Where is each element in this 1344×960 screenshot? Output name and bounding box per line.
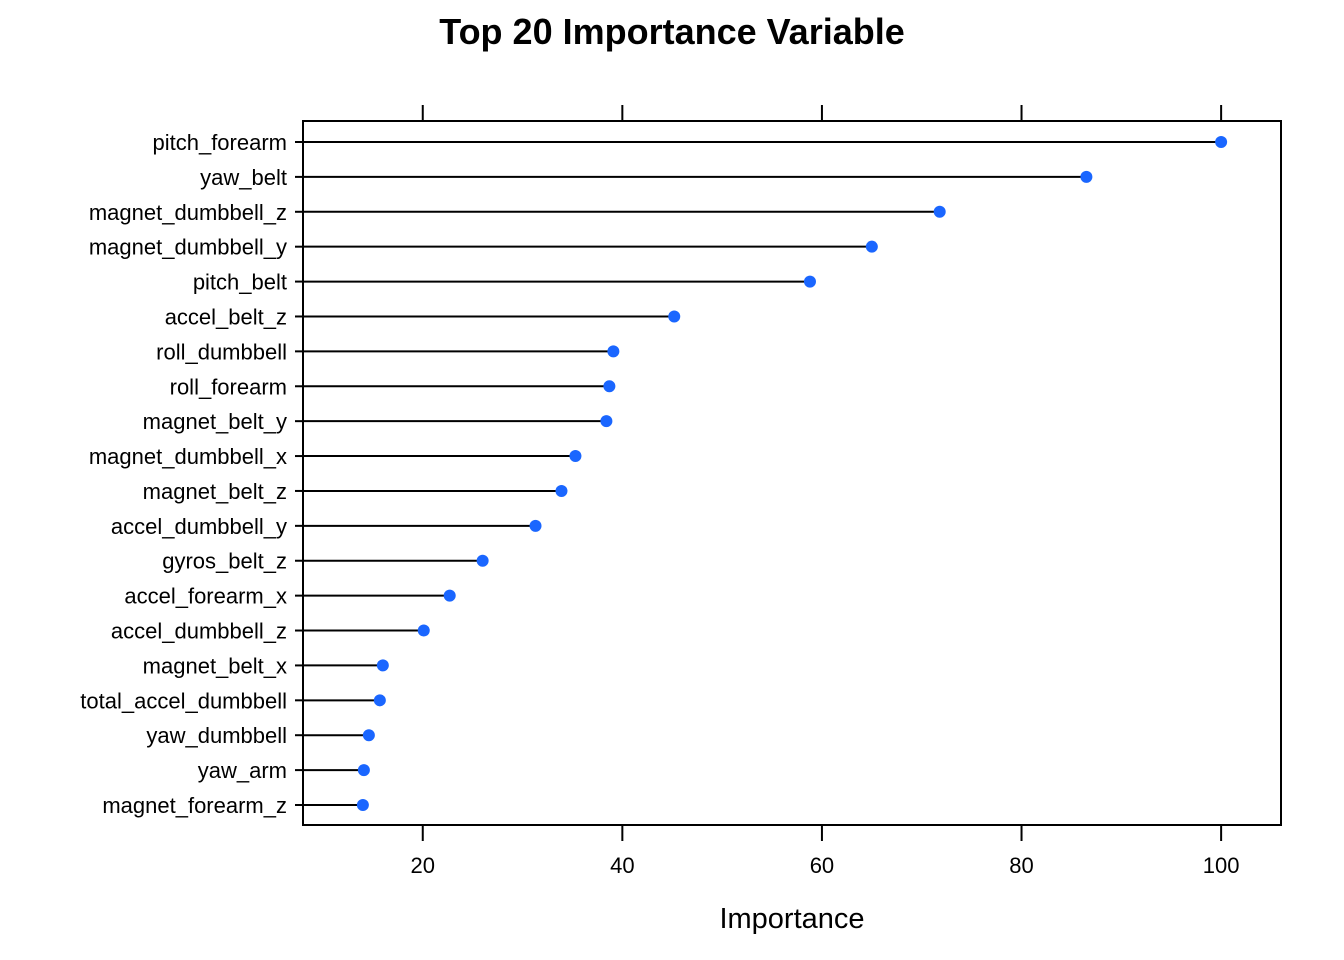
category-label: magnet_belt_z [143, 479, 287, 504]
category-label: magnet_belt_x [143, 653, 287, 678]
category-label: pitch_belt [193, 270, 287, 295]
data-point [600, 415, 613, 428]
points-group [356, 136, 1228, 811]
data-point [356, 799, 369, 811]
x-axis-title: Importance [719, 903, 864, 935]
category-label: magnet_belt_y [143, 409, 287, 434]
category-label: pitch_forearm [152, 130, 287, 155]
category-label: magnet_dumbbell_z [89, 200, 287, 225]
data-point [529, 519, 542, 532]
category-label: yaw_dumbbell [146, 723, 287, 748]
data-point [373, 694, 386, 707]
plot-frame [302, 120, 1282, 826]
category-label: accel_dumbbell_z [111, 619, 287, 644]
category-label: yaw_belt [200, 165, 287, 190]
data-point [1215, 136, 1228, 148]
category-labels: pitch_forearm yaw_belt magnet_dumbbell_zma… [80, 130, 303, 818]
category-label: accel_dumbbell_y [111, 514, 287, 539]
x-tick-label: 80 [1009, 853, 1033, 878]
data-point [607, 345, 620, 358]
category-label: yaw_arm [198, 758, 287, 783]
data-point [865, 240, 878, 253]
category-label: gyros_belt_z [162, 549, 287, 574]
x-tick-label: 40 [610, 853, 634, 878]
data-point [555, 484, 568, 497]
x-tick-label: 20 [411, 853, 435, 878]
data-point [443, 589, 456, 602]
data-point [668, 310, 681, 323]
data-point [569, 450, 582, 463]
data-point [362, 729, 375, 742]
data-point [933, 205, 946, 218]
data-point [803, 275, 816, 288]
category-label: accel_forearm_x [124, 584, 287, 609]
x-axis: 20 40 60 80 100 [411, 825, 1240, 878]
data-point [476, 554, 489, 567]
category-label: roll_dumbbell [156, 339, 287, 364]
category-label: magnet_dumbbell_x [89, 444, 287, 469]
category-label: roll_forearm [170, 374, 287, 399]
category-label: accel_belt_z [165, 304, 287, 329]
category-label: magnet_dumbbell_y [89, 235, 287, 260]
stems-group [303, 141, 1222, 806]
category-label: total_accel_dumbbell [80, 688, 287, 713]
data-point [603, 380, 616, 393]
x-tick-label: 100 [1203, 853, 1240, 878]
data-point [1080, 170, 1093, 183]
top-axis-ticks [421, 105, 1223, 121]
category-label: magnet_forearm_z [102, 793, 287, 818]
data-point [376, 659, 389, 672]
chart-title: Top 20 Importance Variable [439, 11, 905, 52]
data-point [357, 764, 370, 777]
x-tick-label: 60 [810, 853, 834, 878]
data-point [417, 624, 430, 637]
